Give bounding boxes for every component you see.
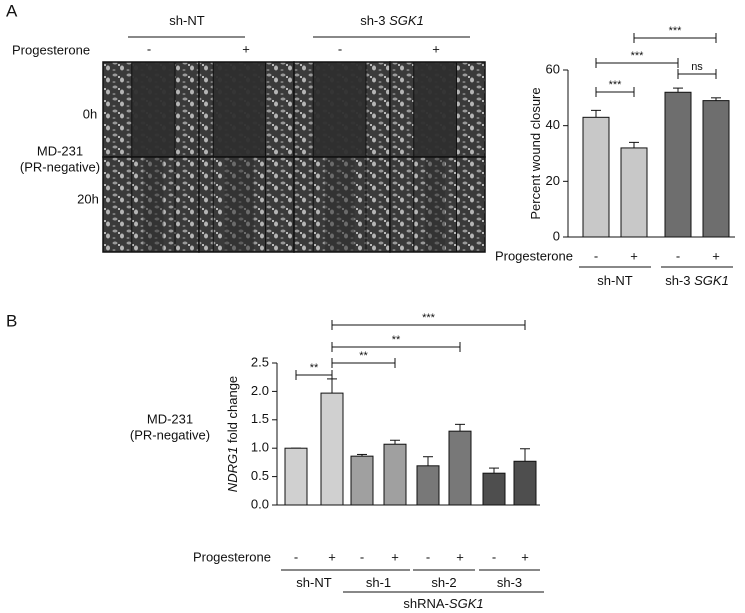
micrograph-border <box>389 156 486 253</box>
row-label: 20h <box>77 191 99 206</box>
significance: *** <box>422 312 436 324</box>
y-axis-label-run: Percent wound closure <box>528 87 543 219</box>
treatment-sign: + <box>630 248 638 263</box>
supergroup-label-run: shRNA- <box>403 596 449 611</box>
cell-line: (PR-negative) <box>20 159 100 174</box>
group-label-run: sh-NT <box>169 13 204 28</box>
bar <box>513 460 537 506</box>
bar <box>448 430 472 506</box>
y-tick-label: 60 <box>546 61 560 76</box>
bar <box>702 100 730 238</box>
bar <box>383 443 407 506</box>
cell-line: MD-231 <box>147 411 193 426</box>
treatment-sign: - <box>426 549 430 564</box>
panel-label: A <box>6 1 18 20</box>
panel-label: B <box>6 311 17 330</box>
significance: ** <box>359 350 368 362</box>
significance: *** <box>669 25 683 37</box>
y-tick-label: 2.0 <box>251 383 269 398</box>
treatment-sign: + <box>432 41 440 56</box>
y-axis-label: NDRG1 fold change <box>225 376 240 492</box>
cell-line: MD-231 <box>37 143 83 158</box>
y-tick-label: 0.0 <box>251 496 269 511</box>
group-label-run: sh-3 <box>665 273 694 288</box>
bar <box>350 455 374 506</box>
bar <box>416 465 440 506</box>
y-tick-label: 1.5 <box>251 411 269 426</box>
wound-gap <box>324 157 355 252</box>
treatment-sign: - <box>360 549 364 564</box>
bar <box>320 392 344 506</box>
treatment-sign: - <box>676 248 680 263</box>
supergroup-label-run: SGK1 <box>449 596 484 611</box>
group-label-run: sh-1 <box>366 575 391 590</box>
treatment-sign: + <box>712 248 720 263</box>
y-tick-label: 20 <box>546 173 560 188</box>
progesterone-label: Progesterone <box>495 248 573 263</box>
row-label: 0h <box>83 106 97 121</box>
y-tick-label: 0.5 <box>251 468 269 483</box>
bar <box>582 116 610 238</box>
y-tick-label: 1.0 <box>251 440 269 455</box>
bar <box>664 91 692 238</box>
treatment-sign: + <box>242 41 250 56</box>
bar <box>284 447 308 506</box>
y-tick-label: 0 <box>553 228 560 243</box>
wound-gap <box>224 157 255 252</box>
micrographs <box>102 61 486 253</box>
treatment-sign: + <box>328 549 336 564</box>
wound-gap <box>131 62 175 157</box>
wound-gap <box>425 157 446 252</box>
y-axis-label-run: fold change <box>225 376 240 447</box>
y-tick-label: 40 <box>546 117 560 132</box>
treatment-sign: - <box>338 41 342 56</box>
wound-gap <box>313 62 366 157</box>
group-label-run: sh-NT <box>597 273 632 288</box>
y-tick-label: 2.5 <box>251 354 269 369</box>
group-label-run: SGK1 <box>694 273 729 288</box>
significance: ns <box>691 61 703 73</box>
treatment-sign: + <box>391 549 399 564</box>
group-label: sh-NT <box>597 273 632 288</box>
treatment-sign: - <box>594 248 598 263</box>
bar <box>482 472 506 506</box>
supergroup-label: shRNA-SGK1 <box>403 596 483 611</box>
treatment-sign: - <box>294 549 298 564</box>
treatment-sign: - <box>492 549 496 564</box>
group-label: sh-2 <box>431 575 456 590</box>
significance: *** <box>609 79 623 91</box>
treatment-sign: + <box>521 549 529 564</box>
bar <box>620 147 648 238</box>
group-label-run: sh-3 <box>360 13 389 28</box>
group-label: sh-3 SGK1 <box>665 273 729 288</box>
significance: ** <box>392 334 401 346</box>
significance: *** <box>631 50 645 62</box>
group-label-run: sh-NT <box>296 575 331 590</box>
y-axis-label: Percent wound closure <box>528 87 543 219</box>
wound-gap <box>143 157 164 252</box>
group-label: sh-NT <box>296 575 331 590</box>
group-label: sh-NT <box>169 13 204 28</box>
group-label: sh-3 <box>497 575 522 590</box>
wound-gap <box>413 62 457 157</box>
significance: ** <box>310 362 319 374</box>
cell-line: (PR-negative) <box>130 427 210 442</box>
y-axis-label-run: NDRG1 <box>225 447 240 493</box>
group-label: sh-3 SGK1 <box>360 13 424 28</box>
wound-gap <box>213 62 266 157</box>
treatment-sign: - <box>147 41 151 56</box>
progesterone-label: Progesterone <box>12 42 90 57</box>
group-label: sh-1 <box>366 575 391 590</box>
progesterone-label: Progesterone <box>193 549 271 564</box>
group-label-run: sh-2 <box>431 575 456 590</box>
treatment-sign: + <box>456 549 464 564</box>
group-label-run: sh-3 <box>497 575 522 590</box>
group-label-run: SGK1 <box>389 13 424 28</box>
